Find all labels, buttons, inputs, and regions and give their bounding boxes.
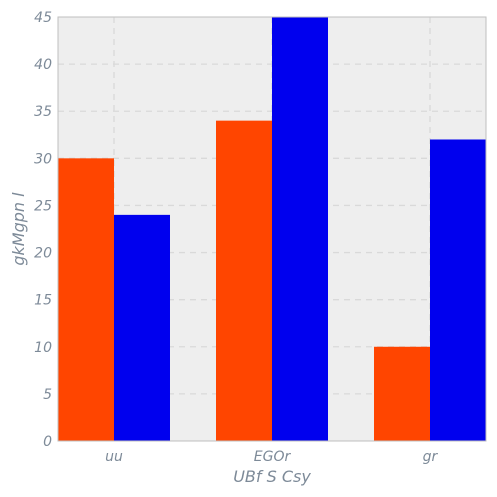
bar-gr-1 xyxy=(374,346,431,441)
bar-EGOr-2 xyxy=(272,17,328,441)
bar-gr-2 xyxy=(430,139,486,441)
bar-EGOr-1 xyxy=(216,120,272,442)
x-tick-label: EGOr xyxy=(254,449,292,465)
x-axis-label: UBf S Csy xyxy=(233,467,311,486)
y-tick-label: 15 xyxy=(34,293,52,309)
x-axis-ticks: uu EGOr gr xyxy=(105,449,438,465)
y-tick-label: 25 xyxy=(34,198,52,214)
y-tick-label: 10 xyxy=(34,340,52,356)
x-tick-label: gr xyxy=(423,449,439,465)
plot-frame xyxy=(57,16,487,442)
y-tick-label: 30 xyxy=(34,151,52,167)
bars xyxy=(58,17,486,442)
y-axis-ticks: 0 5 10 15 20 25 30 35 40 45 xyxy=(34,10,52,450)
y-tick-label: 0 xyxy=(43,434,52,450)
bar-uu-1 xyxy=(58,158,114,442)
x-tick-label: uu xyxy=(105,449,123,465)
y-tick-label: 45 xyxy=(34,10,52,26)
y-tick-label: 35 xyxy=(34,104,52,120)
y-tick-label: 40 xyxy=(34,57,52,73)
bar-uu-2 xyxy=(113,214,170,441)
y-tick-label: 20 xyxy=(34,246,52,262)
y-axis-label: gkMgpn l xyxy=(9,192,28,266)
y-tick-label: 5 xyxy=(43,387,52,403)
